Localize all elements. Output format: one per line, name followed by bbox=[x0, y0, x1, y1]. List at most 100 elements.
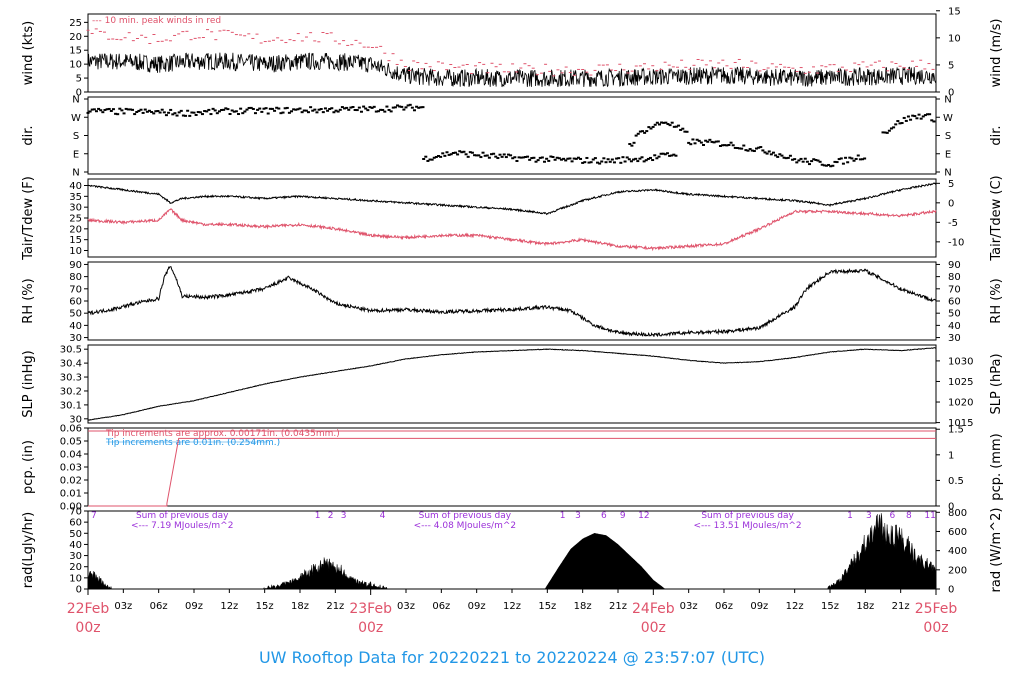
right-axis-label: dir. bbox=[989, 125, 1004, 145]
right-tick-label: 1015 bbox=[948, 418, 973, 429]
hourly-label: 1 bbox=[847, 511, 853, 521]
day-hour-label: 00z bbox=[75, 620, 100, 636]
left-axis-label: RH (%) bbox=[21, 278, 36, 323]
panel-slp: SLP (inHg) SLP (hPa) 30 30.1 30.2 30.3 30.4 30.… bbox=[21, 344, 1004, 429]
left-tick-label: 70 bbox=[69, 284, 82, 295]
panel-frame bbox=[87, 261, 937, 341]
hour-tick-label: 15z bbox=[256, 601, 274, 612]
left-tick-label: 0 bbox=[76, 585, 82, 596]
hour-tick-label: 15z bbox=[538, 601, 556, 612]
panel-temp: Tair/Tdew (F) Tair/Tdew (C) 10152025303540… bbox=[21, 175, 1004, 261]
right-tick-label: 1025 bbox=[948, 377, 973, 388]
hour-tick-label: 03z bbox=[114, 601, 132, 612]
right-tick-label: 0 bbox=[948, 502, 954, 513]
panel-rad: rad(Lgly/hr) rad (W/m^2)01020304050607002… bbox=[21, 507, 1004, 596]
left-axis-label: pcp. (in) bbox=[21, 440, 36, 494]
right-tick-label: 0 bbox=[948, 585, 954, 596]
hour-tick-label: 09z bbox=[185, 601, 203, 612]
series-slp bbox=[87, 347, 937, 421]
left-tick-label: 0.06 bbox=[60, 424, 82, 435]
panels: wind (kts) wind (m/s)0510152025051015--- … bbox=[21, 6, 1004, 595]
left-tick-label: 30.1 bbox=[60, 400, 82, 411]
hour-tick-label: 06z bbox=[715, 601, 733, 612]
panel-frame bbox=[87, 13, 937, 93]
day-hour-label: 00z bbox=[641, 620, 666, 636]
hour-tick-label: 06z bbox=[150, 601, 168, 612]
hourly-label: 1 bbox=[560, 511, 566, 521]
hour-tick-label: 18z bbox=[574, 601, 592, 612]
right-tick-label: N bbox=[944, 95, 951, 106]
hourly-label: 4 bbox=[380, 511, 386, 521]
right-tick-label: 1020 bbox=[948, 398, 973, 409]
left-tick-label: 0.03 bbox=[60, 463, 82, 474]
radiation-area-day4 bbox=[827, 513, 937, 590]
left-tick-label: 0.01 bbox=[60, 489, 82, 500]
panel-dir: dir. dir.N NE ES SW WN N bbox=[21, 95, 1004, 179]
hour-tick-label: 21z bbox=[609, 601, 627, 612]
left-tick-label: 10 bbox=[69, 60, 82, 71]
right-tick-label: S bbox=[945, 131, 951, 142]
left-tick-label: 0.00 bbox=[60, 502, 82, 513]
right-tick-label: 400 bbox=[948, 546, 967, 557]
left-tick-label: 0 bbox=[76, 88, 82, 99]
chart-svg: wind (kts) wind (m/s)0510152025051015--- … bbox=[21, 6, 1004, 636]
hour-tick-label: 12z bbox=[786, 601, 804, 612]
hourly-label: 8 bbox=[906, 511, 912, 521]
left-tick-label: 60 bbox=[69, 518, 82, 529]
right-axis-label: rad (W/m^2) bbox=[989, 508, 1004, 593]
right-tick-label: 15 bbox=[948, 6, 961, 17]
left-tick-label: 70 bbox=[69, 507, 82, 518]
left-tick-label: 90 bbox=[69, 260, 82, 271]
left-tick-label: 50 bbox=[69, 309, 82, 320]
left-tick-label: E bbox=[73, 149, 79, 160]
left-axis-label: dir. bbox=[21, 125, 36, 145]
hourly-label: 3 bbox=[866, 511, 872, 521]
right-tick-label: 0 bbox=[948, 88, 954, 99]
right-tick-label: 5 bbox=[948, 179, 954, 190]
right-tick-label: 70 bbox=[948, 284, 961, 295]
hour-tick-label: 09z bbox=[750, 601, 768, 612]
panel-annotation: --- 10 min. peak winds in red bbox=[92, 16, 221, 26]
hour-tick-label: 21z bbox=[326, 601, 344, 612]
right-tick-label: 80 bbox=[948, 272, 961, 283]
right-tick-label: 600 bbox=[948, 527, 967, 538]
right-tick-label: 800 bbox=[948, 508, 967, 519]
left-tick-label: 0.02 bbox=[60, 476, 82, 487]
left-tick-label: 25 bbox=[69, 214, 82, 225]
left-tick-label: W bbox=[71, 113, 81, 124]
chart-title: UW Rooftop Data for 20220221 to 20220224… bbox=[258, 648, 766, 667]
right-tick-label: 1 bbox=[948, 450, 954, 461]
daily-sum-heading: Sum of previous day bbox=[136, 511, 229, 521]
right-axis-label: pcp. (mm) bbox=[989, 433, 1004, 500]
right-tick-label: 10 bbox=[948, 33, 961, 44]
day-label: 24Feb bbox=[632, 601, 675, 617]
hour-tick-label: 09z bbox=[468, 601, 486, 612]
hourly-label: 11 bbox=[924, 511, 935, 521]
right-tick-label: N bbox=[944, 168, 951, 179]
hourly-label: 1 bbox=[315, 511, 321, 521]
daily-sum-heading: Sum of previous day bbox=[419, 511, 512, 521]
left-tick-label: 10 bbox=[69, 246, 82, 257]
series-tair bbox=[87, 182, 937, 216]
left-tick-label: 30.3 bbox=[60, 373, 82, 384]
left-tick-label: 20 bbox=[69, 32, 82, 43]
left-tick-label: 15 bbox=[69, 46, 82, 57]
left-tick-label: N bbox=[72, 95, 79, 106]
left-tick-label: 25 bbox=[69, 18, 82, 29]
direction-points bbox=[86, 103, 936, 168]
hourly-label: 9 bbox=[620, 511, 626, 521]
left-tick-label: 20 bbox=[69, 562, 82, 573]
left-tick-label: S bbox=[73, 131, 79, 142]
series-accum bbox=[88, 437, 936, 507]
panel-frame bbox=[87, 344, 937, 424]
hourly-label: 2 bbox=[328, 511, 334, 521]
left-tick-label: 60 bbox=[69, 297, 82, 308]
hour-tick-label: 21z bbox=[892, 601, 910, 612]
left-tick-label: 20 bbox=[69, 224, 82, 235]
left-axis-label: SLP (inHg) bbox=[21, 350, 36, 418]
hourly-label: 7 bbox=[91, 511, 97, 521]
right-tick-label: 5 bbox=[948, 60, 954, 71]
daily-sum-value: <--- 7.19 MJoules/m^2 bbox=[131, 521, 233, 531]
left-tick-label: 30.2 bbox=[60, 386, 82, 397]
left-tick-label: 50 bbox=[69, 529, 82, 540]
